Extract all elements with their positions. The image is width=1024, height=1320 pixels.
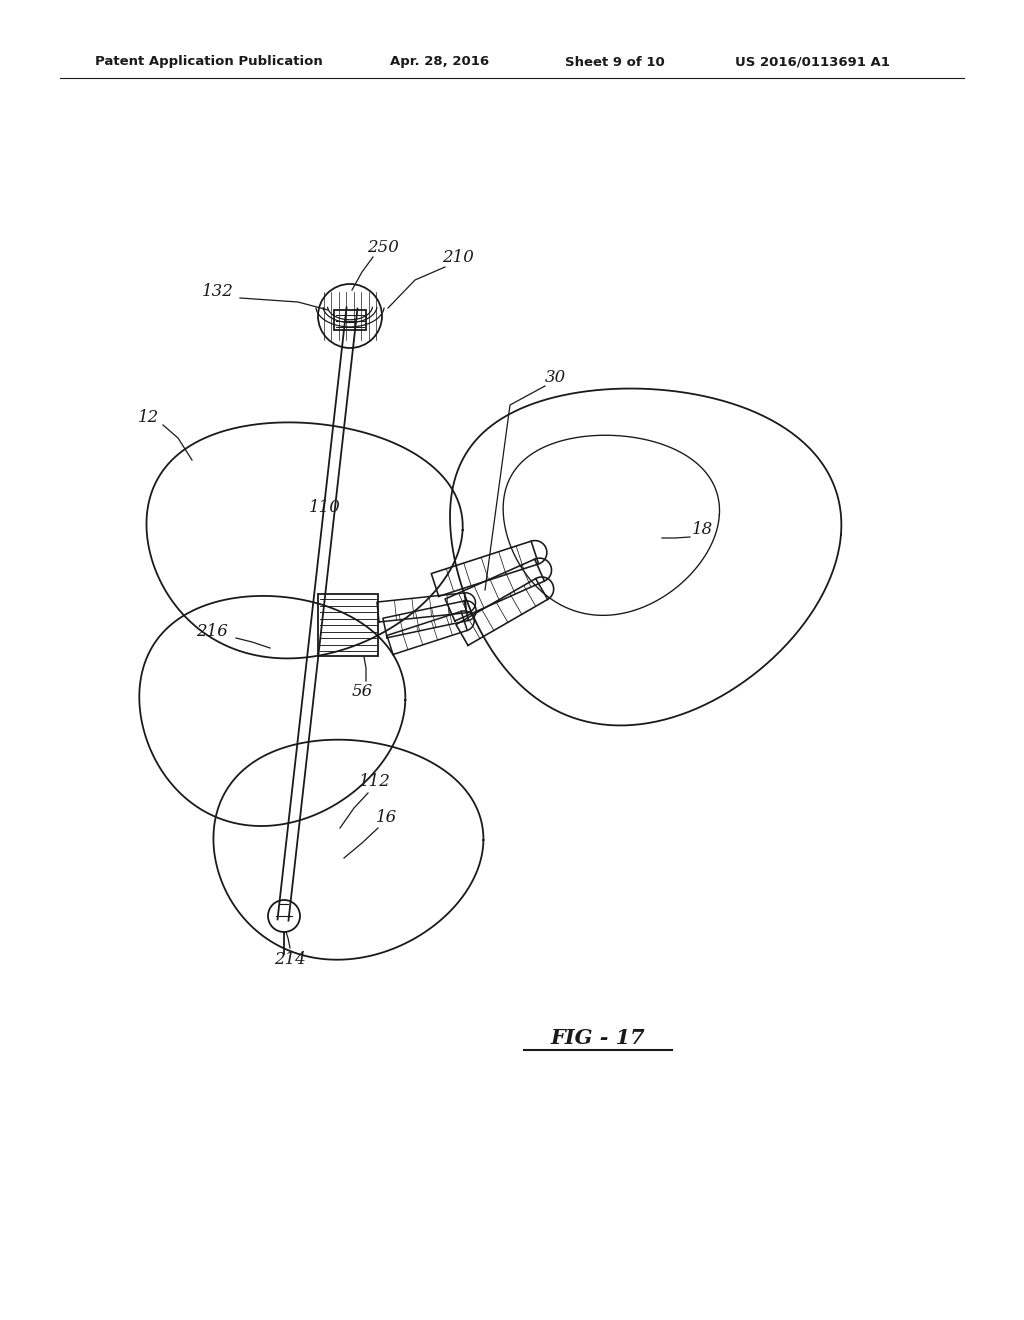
Text: 12: 12 [137, 409, 159, 426]
Text: 210: 210 [442, 249, 474, 267]
Text: 112: 112 [359, 774, 391, 791]
Text: 132: 132 [202, 284, 233, 301]
Text: 16: 16 [376, 809, 396, 826]
Text: US 2016/0113691 A1: US 2016/0113691 A1 [735, 55, 890, 69]
Circle shape [318, 284, 382, 348]
Text: 30: 30 [545, 370, 565, 387]
Text: 250: 250 [367, 239, 399, 256]
Bar [318, 594, 378, 656]
Text: FIG - 17: FIG - 17 [551, 1028, 645, 1048]
Text: Patent Application Publication: Patent Application Publication [95, 55, 323, 69]
Text: 56: 56 [351, 684, 373, 701]
Text: 214: 214 [274, 952, 306, 969]
FancyBboxPatch shape [334, 310, 366, 330]
Text: Apr. 28, 2016: Apr. 28, 2016 [390, 55, 489, 69]
Circle shape [268, 900, 300, 932]
Text: Sheet 9 of 10: Sheet 9 of 10 [565, 55, 665, 69]
Text: 216: 216 [196, 623, 228, 640]
Text: 18: 18 [691, 521, 713, 539]
Text: 110: 110 [309, 499, 341, 516]
